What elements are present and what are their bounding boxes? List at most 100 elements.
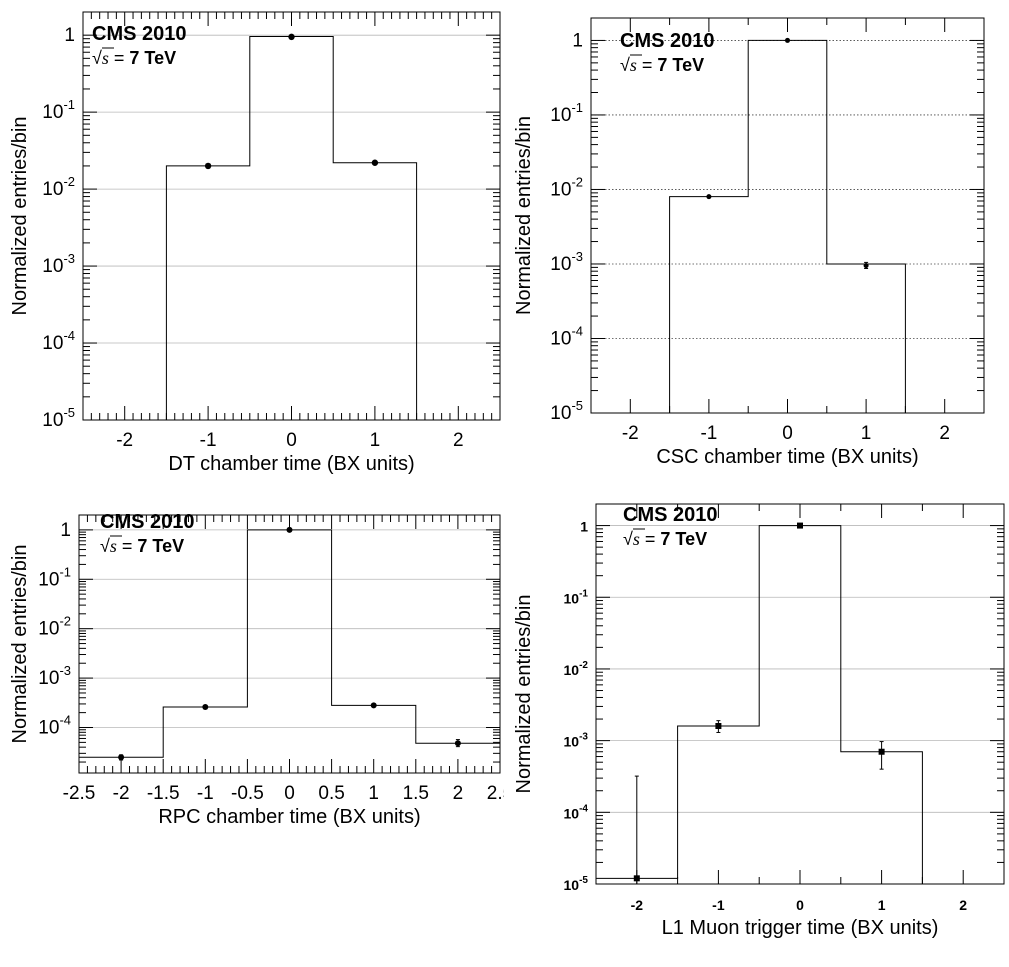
data-point-marker: [785, 37, 790, 43]
y-tick-label: 10-4: [42, 328, 75, 354]
data-points: [118, 526, 461, 761]
x-tick-label: 0: [284, 783, 295, 804]
experiment-label: CMS 2010: [92, 23, 187, 45]
grid-lines: [79, 529, 500, 728]
y-tick-label: 10-2: [38, 614, 71, 640]
data-point-marker: [878, 748, 885, 755]
x-tick-label: -1: [200, 430, 217, 451]
x-tick-label: 0: [782, 423, 793, 444]
y-tick-labels: 1 10-1 10-2 10-3 10-4 10-5: [564, 519, 589, 893]
y-axis-title: Normalized entries/bin: [9, 117, 31, 316]
y-axis-title: Normalized entries/bin: [9, 545, 31, 744]
y-tick-label: 10-2: [564, 660, 589, 678]
x-tick-label: -1.5: [147, 783, 180, 804]
data-point-marker: [454, 740, 461, 747]
plot-frame: [82, 11, 501, 421]
x-tick-label: 1: [368, 783, 379, 804]
y-tick-label: 10-3: [550, 249, 583, 275]
energy-label: √s = 7 TeV: [92, 48, 176, 68]
histogram-outline: [165, 36, 418, 420]
x-tick-label: 1.5: [403, 783, 429, 804]
grid-lines: [591, 40, 984, 339]
y-tick-label: 10-4: [564, 803, 589, 821]
dt-chamber-time-panel: 1 10-1 10-2 10-3 10-4 10-5 -2 -1 0 1 2 DT chamber t…: [0, 0, 504, 483]
data-point-marker: [370, 702, 377, 709]
x-tick-label: -1: [712, 897, 725, 913]
y-tick-label: 10-5: [550, 398, 583, 424]
y-tick-label: 10-3: [564, 732, 589, 750]
data-point-marker: [286, 526, 293, 533]
x-tick-label: 2: [939, 423, 950, 444]
x-tick-label: -2: [116, 430, 133, 451]
y-tick-label: 10-4: [38, 713, 71, 739]
data-point-marker: [633, 875, 640, 882]
l1-muon-trigger-time-panel: 1 10-1 10-2 10-3 10-4 10-5 -2 -1 0 1 2 L1 Muon trig…: [504, 484, 1008, 967]
x-tick-label: -1: [700, 423, 717, 444]
x-axis-title: L1 Muon trigger time (BX units): [662, 917, 939, 939]
x-axis-ticks: [590, 18, 985, 413]
y-tick-label: 1: [580, 519, 588, 535]
y-tick-label: 10-2: [42, 174, 75, 200]
x-tick-label: 2: [959, 897, 967, 913]
x-tick-label: 0: [796, 897, 804, 913]
experiment-label: CMS 2010: [620, 30, 715, 52]
data-points: [633, 522, 885, 885]
data-points: [204, 33, 379, 170]
y-tick-label: 10-1: [38, 564, 71, 590]
x-tick-label: -2.5: [63, 783, 96, 804]
rpc-chamber-time-panel: 1 10-1 10-2 10-3 10-4 -2.5 -2 -1.5 -1 -0.5 0 0.5 1 1.…: [0, 484, 504, 967]
y-axis-ticks: [79, 514, 500, 763]
data-point-marker: [288, 33, 295, 41]
y-tick-label: 1: [64, 25, 75, 46]
y-tick-label: 1: [60, 520, 71, 541]
grid-lines: [83, 34, 500, 344]
plot-frame: [590, 17, 985, 414]
x-tick-labels: -2 -1 0 1 2: [622, 423, 950, 444]
x-axis-ticks: [595, 504, 1005, 884]
x-axis-title: RPC chamber time (BX units): [158, 806, 420, 828]
y-tick-label: 1: [572, 30, 583, 51]
x-tick-label: -2: [622, 423, 639, 444]
energy-label: √s = 7 TeV: [620, 55, 704, 75]
experiment-label: CMS 2010: [100, 511, 195, 533]
energy-label: √s = 7 TeV: [100, 536, 184, 556]
x-tick-label: 1: [861, 423, 872, 444]
l1-muon-trigger-time-chart: 1 10-1 10-2 10-3 10-4 10-5 -2 -1 0 1 2 L1 Muon trig…: [513, 503, 1005, 939]
data-point-marker: [706, 194, 712, 200]
x-tick-label: 2: [453, 430, 464, 451]
y-axis-title: Normalized entries/bin: [513, 595, 535, 794]
y-axis-ticks: [83, 11, 500, 421]
x-tick-label: -1: [197, 783, 214, 804]
data-point-marker: [202, 704, 209, 711]
data-point-marker: [371, 159, 379, 166]
data-points: [706, 37, 869, 269]
rpc-chamber-time-chart: 1 10-1 10-2 10-3 10-4 -2.5 -2 -1.5 -1 -0.5 0 0.5 1 1.…: [9, 511, 504, 828]
y-tick-label: 10-5: [42, 405, 75, 431]
x-axis-title: CSC chamber time (BX units): [656, 446, 918, 468]
data-point-marker: [863, 263, 869, 269]
y-tick-labels: 1 10-1 10-2 10-3 10-4 10-5: [42, 25, 75, 431]
x-tick-label: 1: [878, 897, 886, 913]
x-tick-labels: -2 -1 0 1 2: [631, 897, 968, 913]
data-point-marker: [797, 522, 803, 529]
x-tick-label: 2: [453, 783, 464, 804]
dt-chamber-time-chart: 1 10-1 10-2 10-3 10-4 10-5 -2 -1 0 1 2 DT chamber t…: [9, 11, 501, 475]
y-tick-label: 10-3: [42, 251, 75, 277]
y-axis-ticks: [596, 503, 1004, 885]
plot-frame: [595, 503, 1005, 885]
csc-chamber-time-chart: 1 10-1 10-2 10-3 10-4 10-5 -2 -1 0 1 2 CSC chamber …: [513, 17, 985, 468]
data-point-marker: [715, 722, 722, 729]
y-tick-label: 10-4: [550, 323, 583, 349]
y-tick-label: 10-1: [42, 97, 75, 123]
x-axis-title: DT chamber time (BX units): [168, 453, 414, 475]
x-tick-label: -2: [113, 783, 130, 804]
histogram-outline: [78, 529, 501, 773]
x-tick-label: -0.5: [231, 783, 264, 804]
y-axis-title: Normalized entries/bin: [513, 116, 535, 315]
x-tick-label: 0.5: [318, 783, 344, 804]
y-tick-label: 10-5: [564, 875, 589, 893]
histogram-outline: [595, 525, 923, 884]
y-tick-label: 10-3: [38, 663, 71, 689]
y-tick-label: 10-1: [564, 588, 589, 606]
x-tick-label: -2: [631, 897, 644, 913]
